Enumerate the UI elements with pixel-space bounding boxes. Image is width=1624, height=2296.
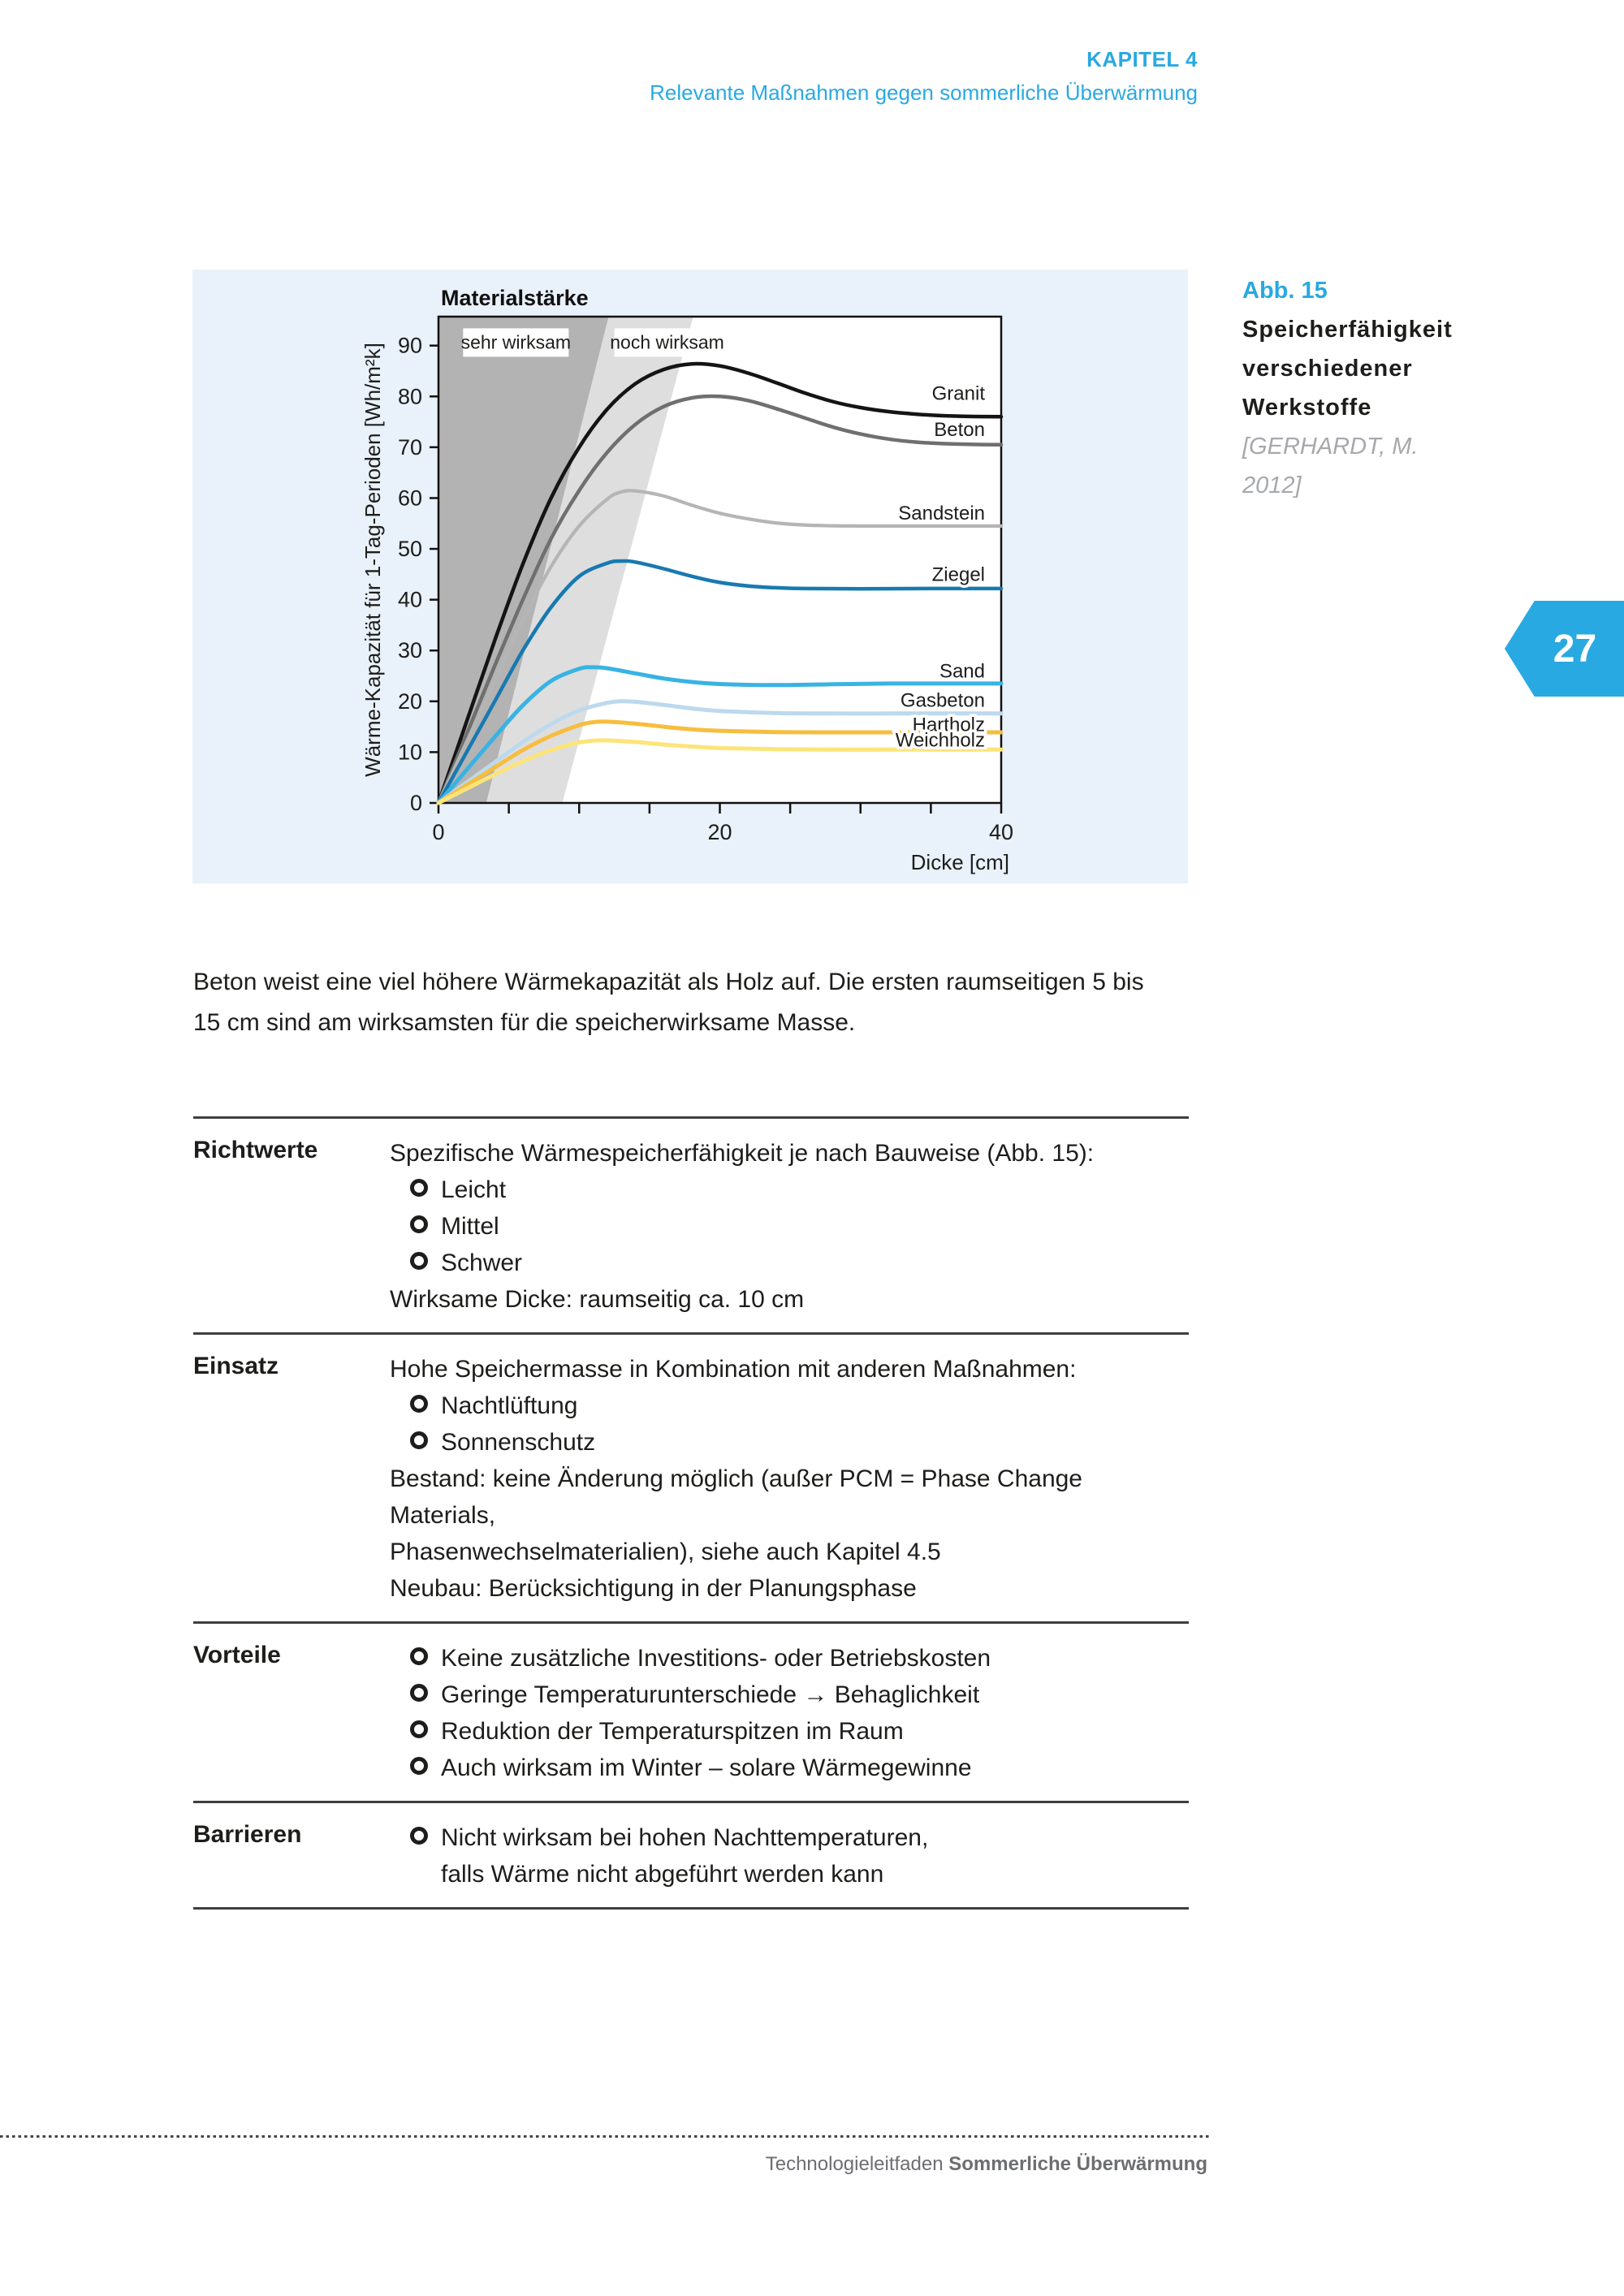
y-tick-label: 60 — [398, 486, 422, 510]
series-label-ziegel: Ziegel — [932, 563, 985, 585]
curve-ziegel — [436, 559, 1004, 805]
text-line: Neubau: Berücksichtigung in der Planungs… — [390, 1575, 917, 1602]
body-paragraph: Beton weist eine viel höhere Wärmekapazi… — [193, 962, 1233, 1043]
figure-number: Abb. 15 — [1242, 278, 1328, 304]
x-tick-label: 0 — [432, 820, 444, 844]
page-number: 27 — [1553, 627, 1597, 671]
row-label: Vorteile — [193, 1642, 281, 1668]
bullet-icon — [410, 1431, 428, 1449]
y-tick-label: 40 — [398, 588, 422, 612]
plot-border — [437, 315, 1003, 805]
text-line: Bestand: keine Änderung möglich (außer P… — [390, 1465, 1082, 1529]
curve-sand — [436, 665, 1004, 805]
series-label-granit: Granit — [932, 383, 986, 405]
bullet-item: Nachtlüftung — [390, 1388, 1189, 1424]
curve-gasbeton — [436, 699, 1004, 805]
zone-noch-wirksam — [486, 317, 693, 803]
y-tick-label: 80 — [398, 384, 422, 408]
curve-beton — [436, 394, 1004, 805]
figure-source: [GERHARDT, M. 2012] — [1242, 434, 1419, 498]
footer-doc-name: Technologieleitfaden — [765, 2153, 949, 2175]
row-content: Hohe Speichermasse in Kombination mit an… — [390, 1351, 1189, 1607]
zone-label: noch wirksam — [610, 331, 724, 352]
bullet-icon — [410, 1252, 428, 1270]
bullet-item: Mittel — [390, 1208, 1189, 1245]
row-content: Spezifische Wärmespeicherfähigkeit je na… — [390, 1135, 1189, 1318]
zone-label-box — [463, 328, 569, 357]
row-label: Einsatz — [193, 1353, 279, 1379]
paragraph-line: 15 cm sind am wirksamsten für die speich… — [193, 1009, 856, 1036]
row-content: Nicht wirksam bei hohen Nachttemperature… — [390, 1819, 1189, 1892]
table-row: Barrieren Nicht wirksam bei hohen Nachtte… — [193, 1801, 1189, 1910]
table-row: Richtwerte Spezifische Wärmespeicherfähig… — [193, 1116, 1189, 1332]
bullet-icon — [410, 1647, 428, 1665]
bullet-icon — [410, 1684, 428, 1702]
y-tick-label: 10 — [398, 740, 422, 764]
text-line: Phasenwechselmaterialien), siehe auch Ka… — [390, 1539, 941, 1565]
bullet-item: Geringe Temperaturunterschiede → Behagli… — [390, 1677, 1189, 1713]
curve-sandstein — [436, 489, 1004, 805]
bullet-icon — [410, 1720, 428, 1738]
table-row: Einsatz Hohe Speichermasse in Kombination… — [193, 1332, 1189, 1621]
bullet-item: Sonnenschutz — [390, 1424, 1189, 1461]
chart-title: Materialstärke — [441, 286, 589, 310]
figure-title: Speicherfähigkeit verschiedener Werkstof… — [1242, 317, 1453, 421]
bullet-icon — [410, 1395, 428, 1413]
series-label-sand: Sand — [939, 660, 985, 682]
bullet-icon — [410, 1827, 428, 1845]
y-tick-label: 90 — [398, 334, 422, 358]
paragraph-line: Beton weist eine viel höhere Wärmekapazi… — [193, 969, 1144, 995]
series-label-beton: Beton — [934, 419, 985, 441]
x-axis-label: Dicke [cm] — [911, 850, 1009, 874]
row-content: Keine zusätzliche Investitions- oder Bet… — [390, 1640, 1189, 1786]
table-row: Vorteile Keine zusätzliche Investitions- … — [193, 1621, 1189, 1801]
y-axis-label: Wärme-Kapazität für 1-Tag-Perioden [Wh/m… — [361, 343, 385, 777]
material-thickness-chart: sehr wirksam noch wirksam 0 10 20 30 40 50 60 70 8… — [361, 315, 1013, 874]
footer-divider — [0, 2135, 1210, 2138]
bullet-item: Auch wirksam im Winter – solare Wärmegew… — [390, 1750, 1189, 1786]
bullet-item: Leicht — [390, 1172, 1189, 1208]
figure-caption: Abb. 15 Speicherfähigkeit verschiedener … — [1242, 271, 1494, 505]
bullet-item: Nicht wirksam bei hohen Nachttemperature… — [390, 1819, 1189, 1856]
row-label: Barrieren — [193, 1821, 302, 1848]
y-tick-label: 20 — [398, 689, 422, 714]
text-line: falls Wärme nicht abgeführt werden kann — [441, 1861, 884, 1888]
series-label-gasbeton: Gasbeton — [901, 690, 985, 712]
y-tick-label: 0 — [410, 791, 422, 815]
chapter-label: KAPITEL 4 — [1086, 47, 1198, 71]
series-label-hartholz: Hartholz — [913, 714, 985, 736]
text-line: Wirksame Dicke: raumseitig ca. 10 cm — [390, 1286, 805, 1313]
series-label-weichholz: Weichholz — [896, 729, 985, 751]
measure-table: Richtwerte Spezifische Wärmespeicherfähig… — [193, 1116, 1189, 1910]
page-header: KAPITEL 4 Relevante Maßnahmen gegen somm… — [650, 47, 1198, 106]
series-label-sandstein: Sandstein — [898, 503, 985, 524]
bullet-item: Schwer — [390, 1245, 1189, 1281]
zone-label: sehr wirksam — [461, 331, 571, 352]
bullet-item: Reduktion der Temperaturspitzen im Raum — [390, 1713, 1189, 1750]
bullet-item: Keine zusätzliche Investitions- oder Bet… — [390, 1640, 1189, 1677]
curve-weichholz — [436, 738, 1004, 805]
footer-doc-topic: Sommerliche Überwärmung — [948, 2153, 1207, 2175]
curve-granit — [436, 361, 1004, 805]
chapter-subtitle: Relevante Maßnahmen gegen sommerliche Üb… — [650, 80, 1198, 105]
text-line: Spezifische Wärmespeicherfähigkeit je na… — [390, 1140, 1095, 1167]
row-label: Richtwerte — [193, 1137, 318, 1163]
y-tick-label: 50 — [398, 537, 422, 561]
bullet-icon — [410, 1215, 428, 1233]
footer-text: Technologieleitfaden Sommerliche Überwär… — [0, 2153, 1207, 2176]
x-tick-label: 40 — [989, 820, 1013, 844]
bullet-icon — [410, 1757, 428, 1775]
y-tick-label: 30 — [398, 638, 422, 662]
curve-hartholz — [436, 719, 1004, 805]
text-line: Hohe Speichermasse in Kombination mit an… — [390, 1356, 1077, 1383]
page-number-tab: 27 — [1505, 601, 1624, 697]
x-tick-label: 20 — [707, 820, 732, 844]
figure-panel: sehr wirksam noch wirksam 0 10 20 30 40 50 60 70 8… — [192, 270, 1188, 883]
bullet-icon — [410, 1179, 428, 1197]
zone-label-box — [614, 328, 720, 357]
y-tick-label: 70 — [398, 435, 422, 460]
